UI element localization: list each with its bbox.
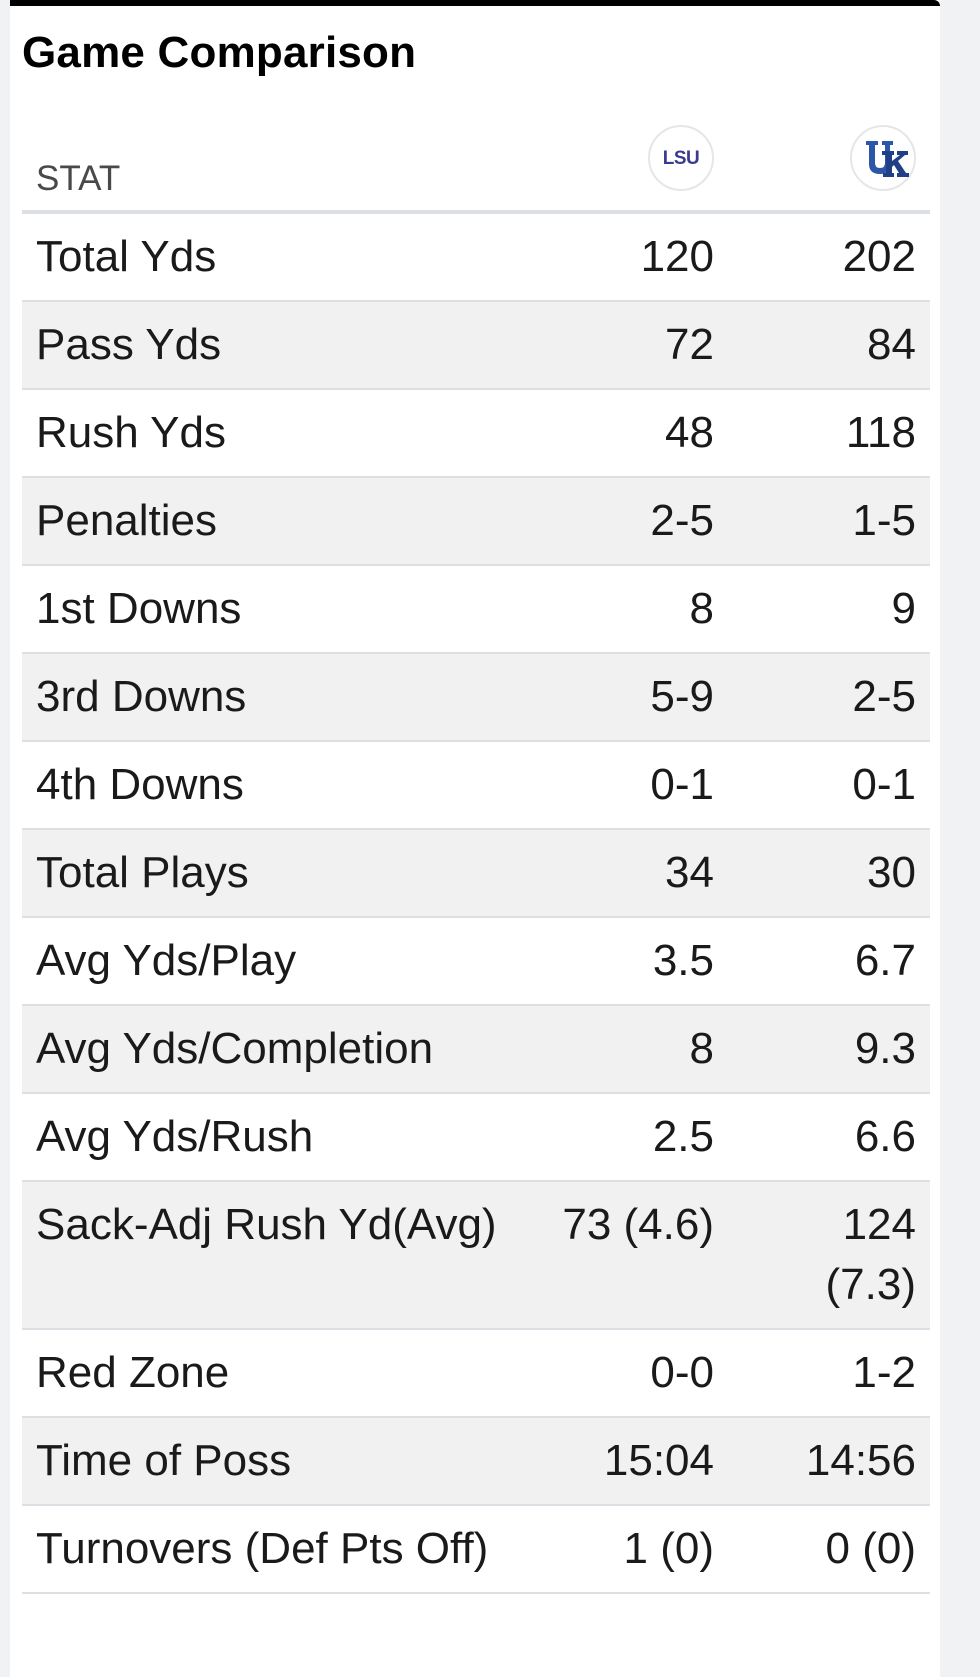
lsu-value: 0-0 <box>650 1348 714 1397</box>
kentucky-value: 14:56 <box>805 1436 916 1485</box>
stat-name: Time of Poss <box>36 1436 292 1485</box>
stat-name: Avg Yds/Play <box>36 936 297 985</box>
table-row: Avg Yds/Play 3.5 6.7 <box>22 917 930 1005</box>
lsu-logo-icon[interactable]: LSU <box>648 125 714 191</box>
kentucky-value: 6.7 <box>854 936 916 985</box>
lsu-value: 72 <box>665 320 714 369</box>
game-comparison-card: Game Comparison STAT LSU <box>10 0 940 1677</box>
stat-name: Penalties <box>36 496 218 545</box>
stat-name: Red Zone <box>36 1348 230 1397</box>
kentucky-value: 0 (0) <box>825 1524 916 1573</box>
table-row: Sack-Adj Rush Yd(Avg) 73 (4.6) 124 (7.3) <box>22 1181 930 1329</box>
table-row: Avg Yds/Rush 2.5 6.6 <box>22 1093 930 1181</box>
kentucky-value: 1-5 <box>852 496 916 545</box>
kentucky-value: 30 <box>867 848 916 897</box>
kentucky-value: 9.3 <box>854 1024 916 1073</box>
lsu-value: 2-5 <box>650 496 714 545</box>
table-row: Penalties 2-5 1-5 <box>22 477 930 565</box>
kentucky-value: 9 <box>891 584 916 633</box>
lsu-value: 48 <box>665 408 714 457</box>
table-row: Time of Poss 15:04 14:56 <box>22 1417 930 1505</box>
left-gutter <box>0 0 10 1677</box>
stat-name: Turnovers (Def Pts Off) <box>36 1524 489 1573</box>
lsu-value: 15:04 <box>603 1436 714 1485</box>
team-header-kentucky[interactable] <box>728 125 930 214</box>
kentucky-value: 118 <box>845 408 916 457</box>
kentucky-value: 2-5 <box>852 672 916 721</box>
kentucky-value: 84 <box>867 320 916 369</box>
lsu-value: 120 <box>640 232 714 281</box>
team-header-lsu[interactable]: LSU <box>538 125 728 214</box>
lsu-value: 0-1 <box>650 760 714 809</box>
table-row: Rush Yds 48 118 <box>22 389 930 477</box>
svg-text:LSU: LSU <box>663 148 700 169</box>
kentucky-value: 124 (7.3) <box>825 1200 916 1309</box>
kentucky-value: 1-2 <box>852 1348 916 1397</box>
lsu-value: 5-9 <box>650 672 714 721</box>
kentucky-value: 202 <box>842 232 916 281</box>
lsu-value: 8 <box>689 584 714 633</box>
stat-name: 3rd Downs <box>36 672 247 721</box>
table-row: 3rd Downs 5-9 2-5 <box>22 653 930 741</box>
stat-name: Sack-Adj Rush Yd(Avg) <box>36 1200 497 1249</box>
stat-name: Avg Yds/Rush <box>36 1112 314 1161</box>
card-title: Game Comparison <box>22 28 417 77</box>
kentucky-logo-icon[interactable] <box>850 125 916 191</box>
stat-column-header: STAT <box>22 126 538 214</box>
table-row: Total Plays 34 30 <box>22 829 930 917</box>
stat-name: Rush Yds <box>36 408 226 457</box>
stat-name: 4th Downs <box>36 760 244 809</box>
table-row: Pass Yds 72 84 <box>22 301 930 389</box>
table-row: 1st Downs 8 9 <box>22 565 930 653</box>
lsu-value: 2.5 <box>652 1112 714 1161</box>
table-row: 4th Downs 0-1 0-1 <box>22 741 930 829</box>
lsu-value: 8 <box>689 1024 714 1073</box>
kentucky-value: 0-1 <box>852 760 916 809</box>
table-row: Total Yds 120 202 <box>22 212 930 301</box>
stat-name: Total Plays <box>36 848 249 897</box>
lsu-value: 3.5 <box>652 936 714 985</box>
comparison-table: STAT LSU <box>22 125 930 1594</box>
stat-name: Total Yds <box>36 232 217 281</box>
stat-name: Avg Yds/Completion <box>36 1024 434 1073</box>
stat-name: Pass Yds <box>36 320 222 369</box>
lsu-value: 73 (4.6) <box>562 1200 714 1249</box>
table-row: Turnovers (Def Pts Off) 1 (0) 0 (0) <box>22 1505 930 1593</box>
stat-name: 1st Downs <box>36 584 242 633</box>
right-gutter <box>940 0 980 1677</box>
lsu-value: 1 (0) <box>623 1524 714 1573</box>
table-row: Red Zone 0-0 1-2 <box>22 1329 930 1417</box>
kentucky-value: 6.6 <box>854 1112 916 1161</box>
table-header-row: STAT LSU <box>22 125 930 214</box>
table-row: Avg Yds/Completion 8 9.3 <box>22 1005 930 1093</box>
lsu-value: 34 <box>665 848 714 897</box>
